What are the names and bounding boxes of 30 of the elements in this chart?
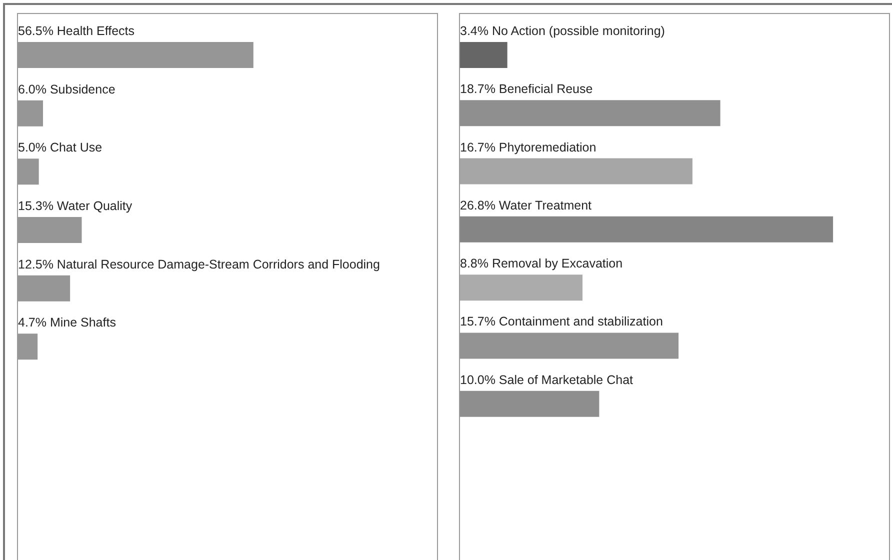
bar [460,42,508,68]
category-label: Phytoremediation [498,140,596,154]
category-label: Chat Use [50,140,102,155]
data-label: 12.5% [18,257,54,272]
data-label: 3.4% [460,24,488,38]
category-label: Natural Resource Damage-Stream Corridors and Flooding [56,257,380,272]
bar [460,274,582,301]
category-label: Water Treatment [498,198,592,212]
data-label: 15.7% [460,314,496,329]
category-label: Water Quality [56,199,132,213]
category-label: Subsidence [50,82,116,96]
data-label: 5.0% [18,140,46,155]
data-label: 26.8% [460,198,496,212]
category-label: Removal by Excavation [492,256,623,271]
data-label: 4.7% [18,316,46,330]
category-label: No Action (possible monitoring) [492,24,665,38]
data-label: 16.7% [460,140,496,154]
data-label: 56.5% [18,24,54,38]
category-label: Sale of Marketable Chat [498,372,634,387]
category-label: Mine Shafts [50,316,116,330]
data-label: 6.0% [18,82,46,96]
category-label: Containment and stabilization [498,314,663,329]
category-label: Health Effects [56,24,135,38]
data-label: 10.0% [460,372,496,387]
bar [460,216,834,242]
data-label: 15.3% [18,199,54,213]
data-label: 18.7% [460,82,496,96]
bar [460,158,692,184]
category-label: Beneficial Reuse [498,82,593,96]
data-label: 8.8% [460,256,488,271]
